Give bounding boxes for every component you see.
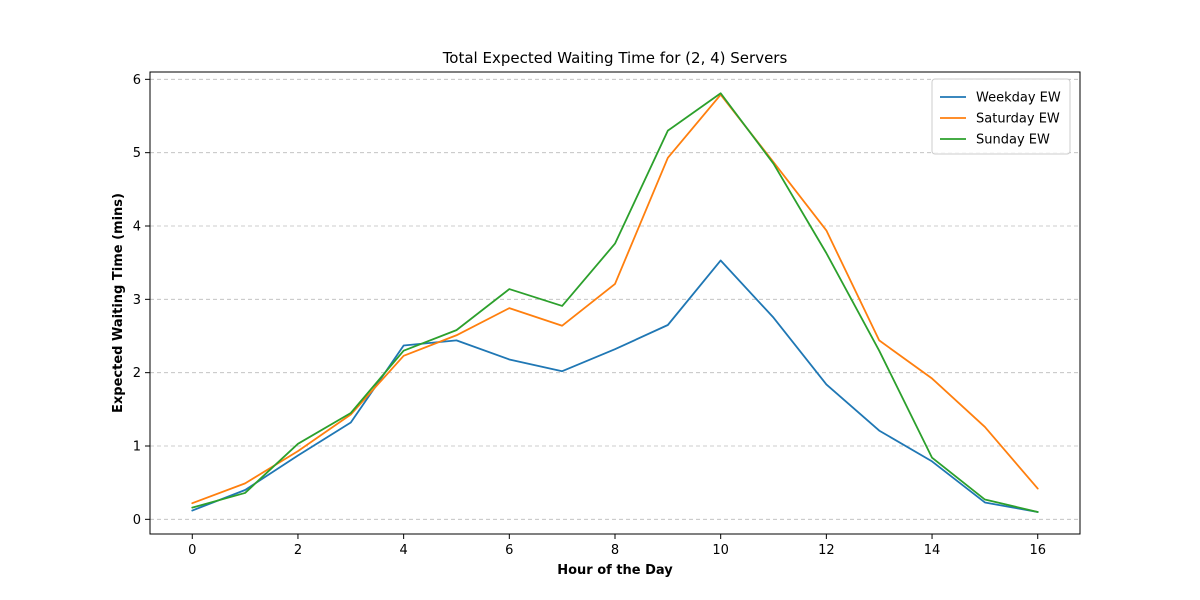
x-tick-label: 12 — [818, 543, 835, 558]
x-tick-label: 4 — [399, 543, 407, 558]
x-tick-label: 6 — [505, 543, 513, 558]
chart-title: Total Expected Waiting Time for (2, 4) S… — [442, 49, 788, 67]
y-tick-label: 2 — [133, 366, 141, 381]
y-axis-ticks: 0 1 2 3 4 5 6 — [133, 73, 150, 528]
y-tick-label: 4 — [133, 220, 141, 235]
series-line-saturday-ew — [191, 93, 1039, 505]
x-tick-label: 0 — [188, 543, 196, 558]
x-axis-label: Hour of the Day — [557, 563, 673, 578]
legend-label: Saturday EW — [976, 112, 1060, 127]
y-tick-label: 1 — [133, 440, 141, 455]
x-tick-label: 10 — [712, 543, 729, 558]
y-tick-label: 0 — [133, 513, 141, 528]
x-tick-label: 2 — [294, 543, 302, 558]
legend: Weekday EW Saturday EW Sunday EW — [931, 78, 1071, 155]
legend-label: Weekday EW — [976, 91, 1061, 106]
x-axis-ticks: 0 2 4 6 8 10 12 14 16 — [188, 534, 1046, 558]
y-tick-label: 6 — [133, 73, 141, 88]
y-tick-label: 3 — [133, 293, 141, 308]
legend-box — [931, 78, 1071, 155]
series-layer — [191, 92, 1039, 513]
x-tick-label: 8 — [611, 543, 619, 558]
y-axis-label: Expected Waiting Time (mins) — [111, 193, 126, 413]
y-tick-label: 5 — [133, 146, 141, 161]
x-tick-label: 14 — [924, 543, 941, 558]
x-tick-label: 16 — [1029, 543, 1046, 558]
series-line-sunday-ew — [191, 92, 1039, 513]
legend-label: Sunday EW — [976, 133, 1050, 148]
series-line-weekday-ew — [191, 259, 1039, 513]
